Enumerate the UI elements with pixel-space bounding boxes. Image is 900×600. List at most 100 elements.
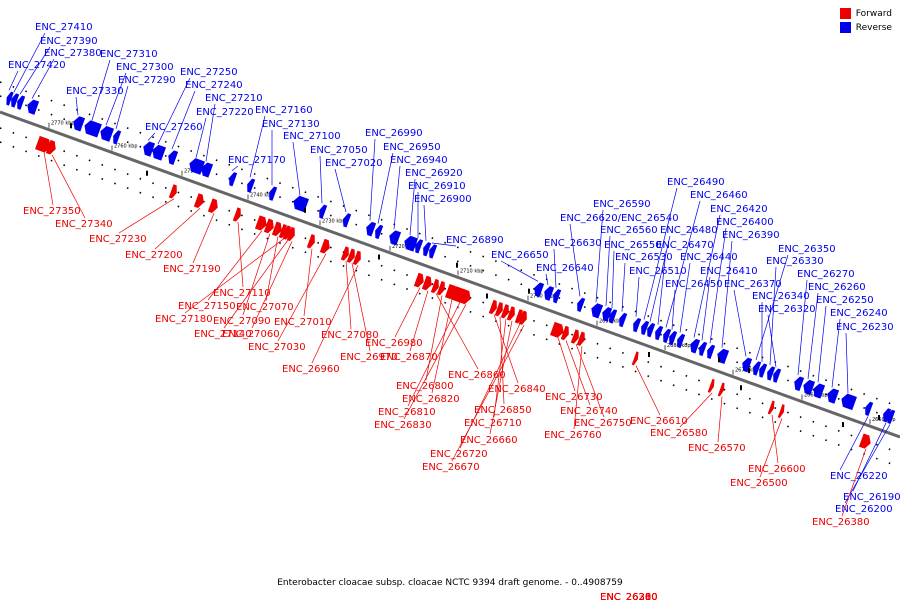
reverse-gene-connector: [231, 165, 239, 172]
reverse-gene-ENC_27020: [343, 213, 352, 228]
track-marker: [648, 352, 650, 357]
reverse-gene-connector: [334, 168, 347, 213]
forward-gene-label: ENC_26670: [422, 462, 480, 473]
forward-gene-connector: [303, 248, 313, 317]
reverse-gene-label: ENC_27420: [8, 60, 66, 71]
forward-gene-connector: [192, 213, 215, 264]
forward-gene-connector: [717, 396, 723, 443]
reverse-gene-connector: [500, 260, 539, 282]
forward-gene-label: ENC_26570: [688, 443, 746, 454]
forward-gene-label: ENC_26210: [600, 592, 658, 600]
track-marker: [740, 385, 742, 391]
forward-gene-connector: [207, 230, 263, 301]
reverse-gene-label: ENC_26890: [446, 235, 504, 246]
reverse-gene-ENC_26510: [633, 317, 642, 333]
reverse-gene-ENC_26920: [404, 235, 419, 252]
track-marker: [378, 254, 380, 260]
reverse-gene-ENC_27220: [189, 158, 205, 175]
forward-gene-label: ENC_26580: [650, 428, 708, 439]
reverse-gene-connector: [635, 276, 640, 317]
forward-gene-ENC_27070: [271, 221, 282, 237]
reverse-gene-connector: [733, 289, 747, 357]
reverse-gene-label: ENC_26420: [710, 204, 768, 215]
reverse-gene-ENC_26560: [602, 307, 613, 322]
reverse-gene-ENC_26390: [717, 348, 730, 365]
reverse-gene-label: ENC_26950: [383, 142, 441, 153]
scale-tick-label: 2760 kbp: [114, 143, 138, 149]
reverse-gene-ENC_26650: [534, 282, 545, 298]
reverse-gene-ENC_26230: [841, 393, 857, 411]
forward-gene-connector: [575, 343, 605, 418]
guide-track-2: [0, 141, 900, 468]
reverse-gene-ENC_26420: [690, 338, 701, 354]
track-marker: [456, 262, 458, 268]
reverse-gene-connector: [807, 292, 819, 379]
forward-gene-label: ENC_26800: [396, 381, 454, 392]
forward-gene-ENC_26970: [346, 248, 355, 263]
reverse-gene-label: ENC_26480: [660, 225, 718, 236]
reverse-gene-ENC_26440: [677, 333, 686, 349]
forward-gene-label: ENC_26760: [544, 430, 602, 441]
forward-gene-label: ENC_26820: [402, 394, 460, 405]
forward-gene-ENC_27200: [193, 193, 204, 208]
forward-gene-connector: [237, 221, 244, 288]
reverse-gene-connector: [292, 141, 301, 196]
legend-reverse-label: Reverse: [855, 22, 892, 33]
forward-gene-label: ENC_26970: [340, 352, 398, 363]
forward-gene-connector: [425, 295, 443, 381]
reverse-gene-label: ENC_26560: [600, 225, 658, 236]
reverse-gene-connector: [409, 178, 416, 236]
forward-gene-label: ENC_27110: [213, 288, 271, 299]
forward-gene-connector: [351, 263, 371, 352]
reverse-gene-connector: [797, 279, 808, 376]
forward-gene-label: ENC_26300: [600, 592, 658, 600]
genome-backbone: [0, 110, 900, 439]
scale-tick-label: 2730 kbp: [322, 219, 346, 225]
reverse-gene-label: ENC_26470: [656, 240, 714, 251]
reverse-gene-connector: [649, 235, 671, 322]
reverse-gene-label: ENC_26340: [752, 291, 810, 302]
guide-track-3: [0, 81, 900, 408]
forward-gene-connector: [154, 207, 201, 250]
reverse-gene-ENC_27310: [84, 120, 102, 138]
reverse-gene-ENC_26450: [669, 330, 678, 346]
forward-gene-connector: [311, 265, 359, 364]
forward-gene-label: ENC_26380: [812, 517, 870, 528]
reverse-gene-ENC_26370: [742, 357, 753, 373]
reverse-gene-connector: [171, 90, 196, 150]
reverse-gene-ENC_26620/ENC_26540: [577, 297, 586, 313]
reverse-gene-connector: [665, 200, 701, 328]
reverse-gene-ENC_27100: [293, 195, 309, 213]
forward-gene-ENC_26610: [631, 351, 639, 366]
forward-gene-label: ENC_27340: [55, 219, 113, 230]
forward-gene-label: ENC_26750: [574, 418, 632, 429]
reverse-gene-connector: [569, 223, 581, 297]
reverse-gene-connector: [671, 289, 676, 330]
reverse-gene-ENC_27380: [27, 99, 40, 115]
forward-gene-connector: [345, 260, 352, 330]
reverse-gene-connector: [157, 77, 191, 145]
reverse-gene-ENC_26460: [663, 328, 672, 344]
legend: Forward Reverse: [839, 8, 892, 36]
reverse-gene-label: ENC_26270: [797, 269, 855, 280]
reverse-gene-label: ENC_26910: [408, 181, 466, 192]
reverse-gene-label: ENC_27330: [66, 86, 124, 97]
reverse-gene-ENC_26950: [375, 224, 384, 240]
track-marker: [528, 288, 530, 294]
forward-gene-connector: [43, 151, 54, 206]
reverse-gene-connector: [431, 242, 457, 247]
reverse-gene-ENC_26330: [767, 366, 776, 381]
reverse-gene-label: ENC_26440: [680, 252, 738, 263]
forward-gene-ENC_26830: [458, 288, 471, 305]
forward-gene-connector: [277, 253, 327, 342]
forward-gene-connector: [223, 239, 289, 329]
reverse-gene-label: ENC_27260: [145, 122, 203, 133]
forward-gene-connector: [759, 418, 783, 478]
reverse-gene-ENC_26320: [773, 368, 782, 383]
reverse-gene-label: ENC_26330: [766, 256, 824, 267]
forward-gene-label: ENC_26360: [600, 592, 658, 600]
reverse-gene-ENC_27250: [152, 144, 167, 161]
reverse-gene-label: ENC_26230: [836, 322, 894, 333]
reverse-gene-connector: [817, 305, 827, 383]
forward-gene-connector: [771, 414, 779, 464]
